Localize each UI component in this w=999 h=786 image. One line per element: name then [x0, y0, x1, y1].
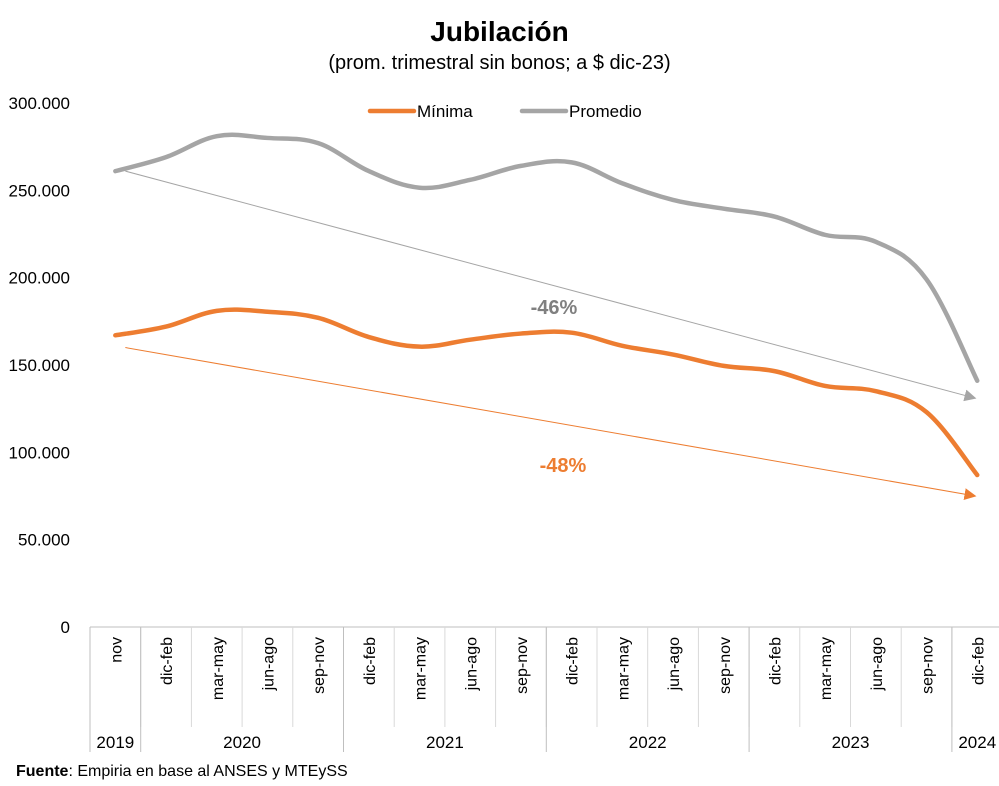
year-label: 2022 [629, 733, 667, 752]
y-tick-label: 250.000 [9, 181, 70, 200]
x-tick-label: dic-feb [565, 637, 582, 685]
y-tick-label: 0 [61, 618, 70, 637]
year-label: 2021 [426, 733, 464, 752]
x-tick-label: sep-nov [514, 637, 531, 694]
series-line-promedio [113, 132, 980, 383]
x-tick-label: dic-feb [159, 637, 176, 685]
chart-subtitle: (prom. trimestral sin bonos; a $ dic-23) [328, 52, 671, 74]
legend-label: Mínima [417, 102, 473, 121]
x-tick-label: sep-nov [311, 637, 328, 694]
x-tick-label: nov [108, 637, 125, 663]
y-tick-label: 200.000 [9, 269, 70, 288]
x-tick-label: dic-feb [362, 637, 379, 685]
x-tick-label: mar-may [210, 637, 227, 700]
x-tick-label: mar-may [413, 637, 430, 700]
y-tick-label: 300.000 [9, 94, 70, 113]
trend-label-minima: -48% [540, 455, 587, 477]
source-text: : Empiria en base al ANSES y MTEySS [68, 763, 348, 780]
trend-arrow-promedio [125, 170, 977, 402]
trend-arrow-mínima [125, 347, 977, 501]
series-line-minima [113, 307, 980, 478]
x-tick-label: jun-ago [869, 637, 886, 691]
chart-title: Jubilación [430, 16, 569, 47]
x-tick-label: jun-ago [463, 637, 480, 691]
x-tick-label: jun-ago [666, 637, 683, 691]
year-label: 2019 [96, 733, 134, 752]
x-tick-label: dic-feb [970, 637, 987, 685]
y-tick-label: 100.000 [9, 443, 70, 462]
x-tick-label: dic-feb [767, 637, 784, 685]
source-note: Fuente: Empiria en base al ANSES y MTEyS… [16, 763, 348, 781]
y-tick-label: 50.000 [18, 531, 70, 550]
y-tick-label: 150.000 [9, 356, 70, 375]
year-label: 2023 [832, 733, 870, 752]
x-tick-label: jun-ago [260, 637, 277, 691]
legend-label: Promedio [569, 102, 642, 121]
year-label: 2020 [223, 733, 261, 752]
trend-label-promedio: -46% [531, 297, 578, 319]
x-tick-label: mar-may [818, 637, 835, 700]
source-label: Fuente [16, 763, 69, 780]
x-tick-label: mar-may [615, 637, 632, 700]
x-tick-label: sep-nov [717, 637, 734, 694]
year-label: 2024 [958, 733, 996, 752]
x-tick-label: sep-nov [920, 637, 937, 694]
